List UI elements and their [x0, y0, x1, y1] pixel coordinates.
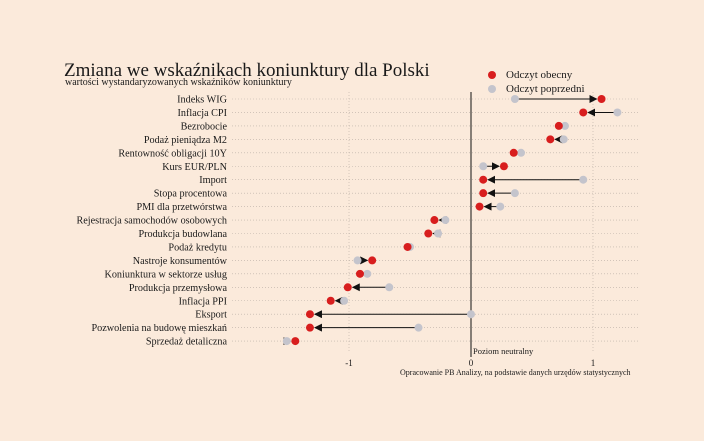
previous-value-dot — [282, 337, 291, 346]
current-value-dot — [403, 242, 412, 251]
category-label: Sprzedaż detaliczna — [146, 337, 228, 348]
previous-value-dot — [385, 283, 394, 292]
chart-subtitle: wartości wystandaryzowanych wskaźników k… — [65, 77, 292, 88]
category-label: Podaż pieniądza M2 — [144, 135, 227, 146]
legend: Odczyt obecny Odczyt poprzedni — [488, 68, 585, 96]
current-value-dot — [424, 229, 433, 238]
source-note: Opracowanie PB Analizy, na podstawie dan… — [400, 368, 631, 377]
previous-value-dot — [441, 216, 450, 225]
category-label: PMI dla przetwórstwa — [136, 202, 227, 213]
current-value-dot — [579, 108, 588, 117]
category-label: Rentowność obligacji 10Y — [118, 148, 227, 159]
previous-value-dot — [353, 256, 362, 265]
legend-item-previous: Odczyt poprzedni — [488, 82, 585, 96]
neutral-level-label: Poziom neutralny — [473, 346, 534, 356]
current-value-dot — [291, 337, 300, 346]
current-value-dot — [479, 175, 488, 184]
current-value-dot — [509, 148, 518, 157]
legend-label-previous: Odczyt poprzedni — [506, 83, 585, 95]
previous-value-dot — [579, 175, 588, 184]
category-label: Eksport — [195, 310, 227, 321]
current-value-dot — [305, 310, 314, 319]
previous-value-dot — [496, 202, 505, 211]
category-label: Inflacja CPI — [177, 108, 227, 119]
current-value-dot — [479, 189, 488, 198]
category-label: Kurs EUR/PLN — [162, 162, 227, 173]
current-value-dot — [597, 95, 606, 103]
current-value-dot — [546, 135, 555, 144]
current-value-dot — [305, 323, 314, 332]
category-label: Podaż kredytu — [168, 242, 227, 253]
category-label: Koniunktura w sektorze usług — [104, 269, 227, 280]
current-value-dot — [554, 121, 563, 130]
previous-value-dot — [479, 162, 488, 171]
category-label: Inflacja PPI — [179, 296, 228, 307]
previous-value-dot — [510, 95, 519, 103]
category-label: Pozwolenia na budowę mieszkań — [91, 323, 227, 334]
category-label: Produkcja budowlana — [138, 229, 227, 240]
legend-dot-previous — [488, 85, 496, 93]
legend-label-current: Odczyt obecny — [506, 69, 573, 81]
previous-value-dot — [613, 108, 622, 117]
current-value-dot — [499, 162, 508, 171]
category-label: Produkcja przemysłowa — [129, 283, 228, 294]
category-label: Bezrobocie — [181, 121, 228, 132]
category-label: Indeks WIG — [177, 95, 228, 106]
chart-title: Zmiana we wskaźnikach koniunktury dla Po… — [64, 60, 430, 81]
previous-value-dot — [560, 121, 569, 130]
previous-value-dot — [517, 148, 526, 157]
current-value-dot — [475, 202, 484, 211]
x-tick-label: -1 — [345, 358, 353, 368]
current-value-dot — [368, 256, 377, 265]
previous-value-dot — [414, 323, 423, 332]
current-value-dot — [355, 269, 364, 278]
previous-value-dot — [340, 296, 349, 305]
previous-value-dot — [510, 189, 519, 198]
previous-value-dot — [434, 229, 443, 238]
current-value-dot — [430, 216, 439, 225]
legend-dot-current — [488, 71, 496, 79]
category-label: Rejestracja samochodów osobowych — [76, 216, 227, 227]
x-tick-label: 1 — [591, 358, 596, 368]
current-value-dot — [326, 296, 335, 305]
category-label: Nastroje konsumentów — [133, 256, 228, 267]
category-label: Stopa procentowa — [154, 189, 228, 200]
category-label: Import — [199, 175, 227, 186]
previous-value-dot — [467, 310, 475, 319]
previous-value-dot — [559, 135, 568, 144]
current-value-dot — [343, 283, 352, 292]
legend-item-current: Odczyt obecny — [488, 68, 585, 82]
previous-value-dot — [363, 269, 372, 278]
x-tick-label: 0 — [469, 358, 474, 368]
